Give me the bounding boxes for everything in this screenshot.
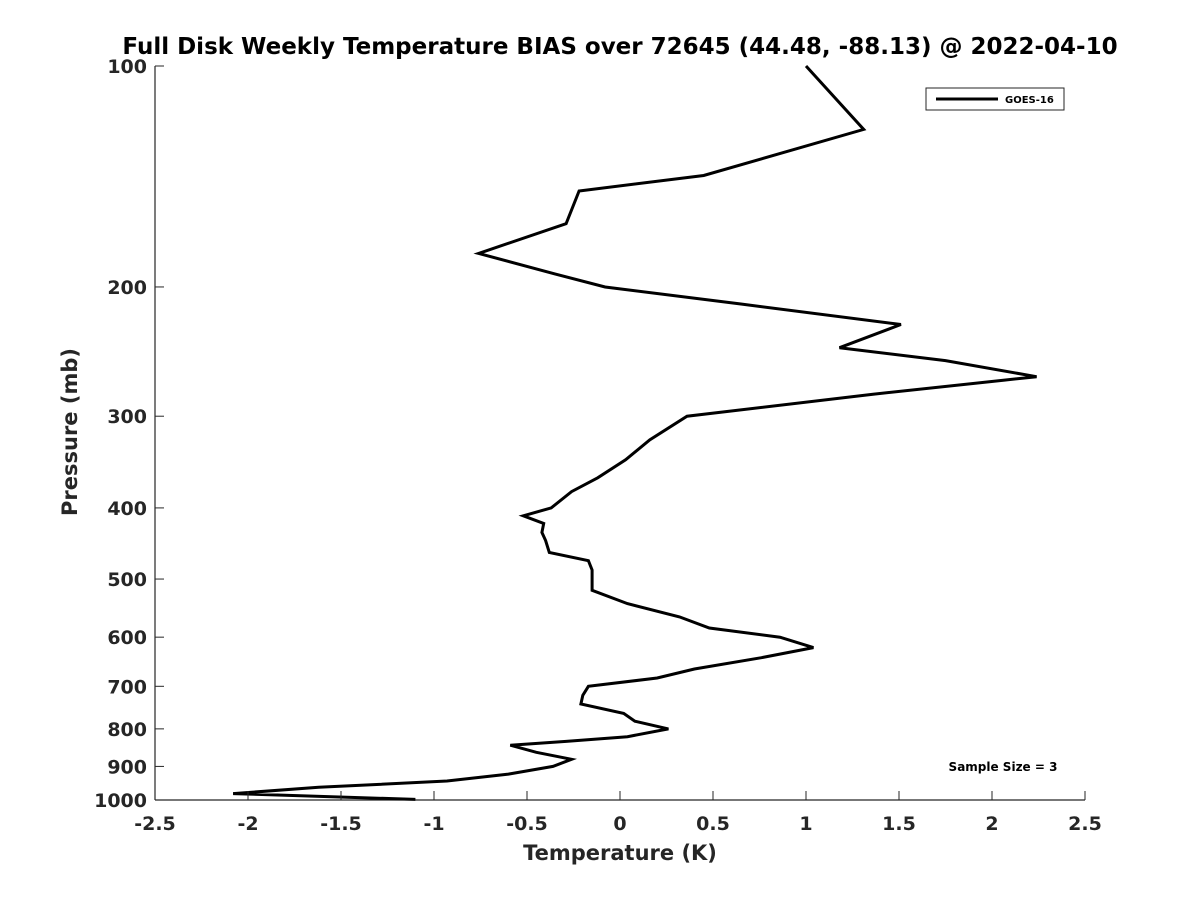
x-tick-label: 0 xyxy=(613,813,626,835)
x-tick-label: 2.5 xyxy=(1068,813,1102,835)
x-tick-label: 2 xyxy=(985,813,998,835)
y-tick-label: 1000 xyxy=(94,790,147,812)
sample-size-annotation: Sample Size = 3 xyxy=(949,760,1058,774)
y-axis: 100 200 300 400 500 600 700 800 900 1000 xyxy=(94,56,164,812)
x-tick-label: 1 xyxy=(799,813,812,835)
y-tick-label: 800 xyxy=(107,719,147,741)
y-tick-label: 300 xyxy=(107,406,147,428)
legend: GOES-16 xyxy=(925,87,1065,111)
x-tick-label: -0.5 xyxy=(506,813,548,835)
x-tick-label: -2.5 xyxy=(134,813,176,835)
y-axis-label: Pressure (mb) xyxy=(58,348,82,516)
x-tick-label: -1.5 xyxy=(320,813,362,835)
y-tick-label: 900 xyxy=(107,756,147,778)
y-tick-label: 700 xyxy=(107,676,147,698)
y-tick-label: 400 xyxy=(107,498,147,520)
y-tick-label: 500 xyxy=(107,569,147,591)
y-tick-label: 200 xyxy=(107,277,147,299)
chart-title: Full Disk Weekly Temperature BIAS over 7… xyxy=(122,34,1117,60)
x-tick-label: 0.5 xyxy=(696,813,730,835)
y-tick-label: 100 xyxy=(107,56,147,78)
x-axis-label: Temperature (K) xyxy=(523,841,717,865)
x-tick-label: -2 xyxy=(237,813,258,835)
x-tick-label: 1.5 xyxy=(882,813,916,835)
series-line-goes-16 xyxy=(232,64,1037,801)
x-axis: -2.5 -2 -1.5 -1 -0.5 0 0.5 1 1.5 2 2.5 xyxy=(134,791,1102,835)
legend-label: GOES-16 xyxy=(1005,95,1054,106)
x-tick-label: -1 xyxy=(423,813,444,835)
y-tick-label: 600 xyxy=(107,627,147,649)
